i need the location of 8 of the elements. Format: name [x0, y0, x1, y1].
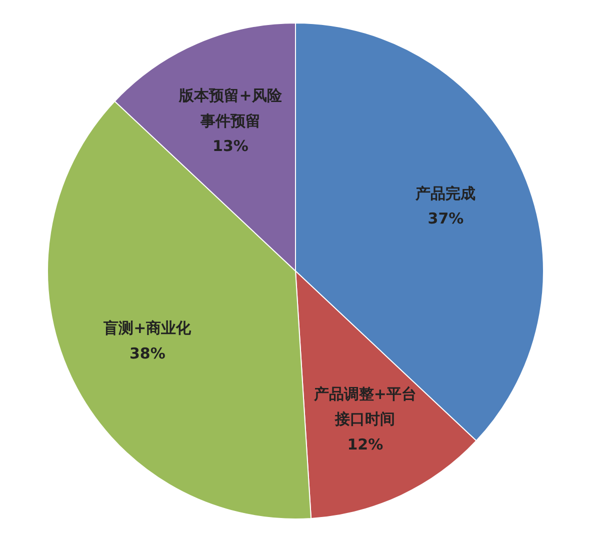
slice-label: 产品调整+平台接口时间: [312, 384, 416, 428]
data-label: 37%: [428, 210, 464, 228]
data-label: 38%: [129, 344, 166, 362]
data-label: 12%: [347, 435, 384, 454]
slice-label: 产品完成: [414, 184, 476, 202]
slice-label: 盲测+商业化: [102, 319, 192, 338]
data-label: 13%: [212, 136, 248, 155]
slice-label: 版本预留+风险事件预留: [178, 86, 283, 130]
